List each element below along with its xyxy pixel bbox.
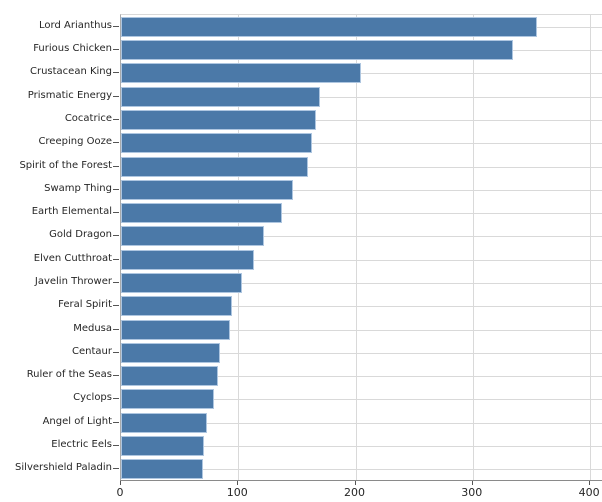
bar [121, 412, 207, 433]
y-gridline [121, 376, 602, 378]
bar [121, 40, 513, 60]
x-tick-label: 0 [116, 486, 124, 499]
y-gridline [121, 399, 602, 401]
category-label: Javelin Thrower [34, 275, 112, 287]
x-tick [589, 481, 591, 485]
x-tick-label: 100 [226, 486, 248, 499]
category-label: Creeping Ooze [38, 136, 112, 148]
x-tick-label: 300 [461, 486, 483, 499]
y-tick [113, 25, 119, 27]
x-gridline [355, 15, 357, 480]
x-tick [354, 481, 356, 485]
x-tick-label: 400 [578, 486, 600, 499]
y-tick [113, 72, 119, 74]
x-gridline [472, 15, 474, 480]
y-gridline [121, 259, 602, 261]
y-tick [113, 142, 119, 144]
y-gridline [121, 213, 602, 215]
category-label: Prismatic Energy [27, 89, 112, 101]
category-label: Gold Dragon [49, 229, 112, 241]
y-gridline [121, 422, 602, 424]
bar [121, 156, 308, 177]
y-tick [113, 328, 119, 330]
y-tick [113, 398, 119, 400]
y-tick [113, 421, 119, 423]
y-gridline [121, 236, 602, 238]
category-label: Earth Elemental [31, 206, 112, 218]
y-gridline [121, 282, 602, 284]
y-gridline [121, 469, 602, 471]
bar [121, 86, 321, 107]
bar [121, 133, 313, 154]
x-tick [120, 481, 121, 485]
y-tick [113, 281, 119, 283]
y-gridline [121, 166, 602, 168]
bar [121, 63, 362, 84]
category-label: Cyclops [73, 392, 112, 404]
x-gridline [590, 15, 592, 480]
y-tick [113, 445, 119, 447]
y-gridline [121, 119, 602, 121]
plot-area [120, 14, 602, 480]
y-tick [113, 49, 119, 50]
category-label: Elven Cutthroat [33, 252, 112, 264]
bar [121, 109, 316, 130]
category-label: Angel of Light [42, 415, 112, 427]
category-label: Electric Eels [51, 439, 112, 451]
bar [121, 249, 254, 270]
bar [121, 389, 214, 410]
bar [121, 436, 205, 457]
category-label: Lord Arianthus [39, 19, 112, 31]
bar [121, 203, 282, 224]
y-tick [113, 351, 119, 353]
bar [121, 272, 242, 293]
y-tick [113, 375, 119, 377]
category-label: Silvershield Paladin [15, 462, 112, 474]
bar [121, 319, 231, 340]
y-tick [113, 188, 119, 190]
y-tick [113, 305, 119, 307]
y-gridline [121, 143, 602, 145]
bar [121, 342, 220, 363]
x-tick-label: 200 [344, 486, 365, 499]
y-gridline [121, 306, 602, 308]
y-axis: Lord Arianthus Furious Chicken Crustacean … [0, 14, 112, 480]
y-tick [113, 165, 119, 167]
y-tick [113, 95, 119, 97]
category-label: Ruler of the Seas [26, 369, 112, 381]
category-label: Crustacean King [29, 66, 112, 78]
x-tick [471, 481, 473, 485]
category-label: Centaur [72, 345, 112, 357]
y-tick [113, 212, 119, 214]
bar [121, 296, 233, 317]
category-label: Swamp Thing [44, 182, 112, 194]
x-tick [237, 481, 239, 485]
y-tick [113, 468, 119, 470]
y-gridline [121, 73, 602, 75]
bar [121, 16, 538, 37]
y-tick [113, 235, 119, 237]
bar [121, 459, 204, 480]
bar [121, 366, 219, 387]
category-label: Cocatrice [64, 112, 112, 124]
y-gridline [121, 446, 602, 448]
y-gridline [121, 96, 602, 98]
y-tick [113, 118, 119, 120]
category-label: Furious Chicken [33, 43, 112, 54]
y-gridline [121, 189, 602, 191]
category-label: Spirit of the Forest [19, 159, 112, 171]
y-gridline [121, 329, 602, 331]
bar [121, 226, 265, 247]
bar [121, 179, 294, 200]
category-label: Medusa [73, 322, 112, 334]
x-gridline [238, 15, 240, 480]
y-gridline [121, 352, 602, 354]
category-label: Feral Spirit [58, 299, 112, 311]
y-tick [113, 258, 119, 260]
x-axis-line [120, 480, 602, 481]
